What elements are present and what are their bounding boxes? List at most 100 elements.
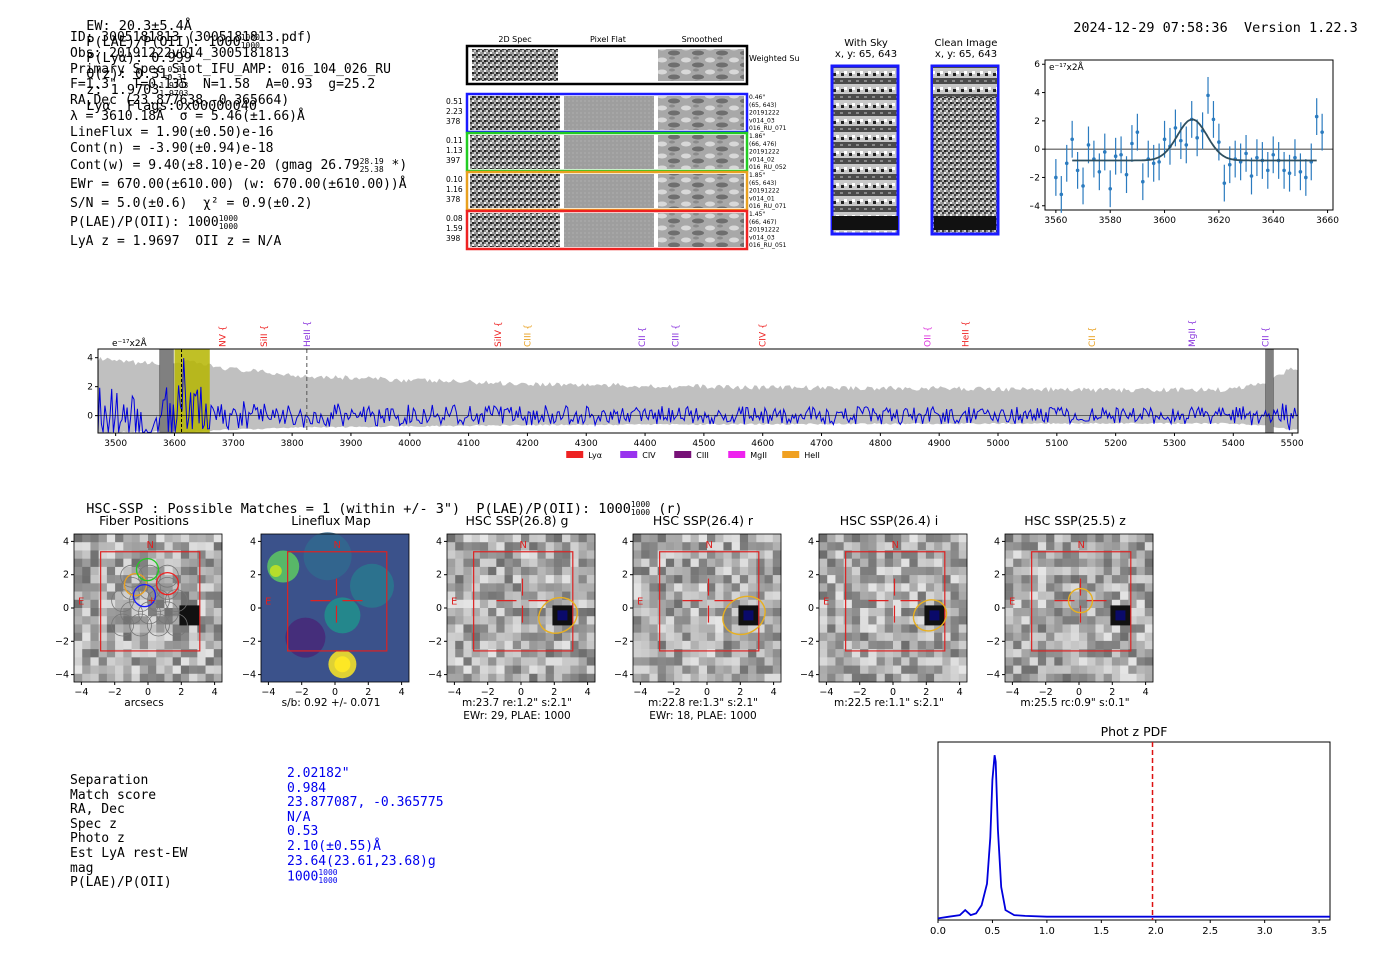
- image-pixel: [901, 640, 910, 650]
- header-plae: P(LAE)/P(OII): 1000: [86, 34, 241, 50]
- image-pixel: [82, 608, 91, 617]
- image-pixel: [205, 624, 215, 633]
- tick-label: 1.5: [1093, 926, 1109, 937]
- image-pixel: [707, 566, 716, 576]
- image-pixel: [1029, 649, 1039, 658]
- image-pixel: [925, 542, 935, 551]
- image-pixel: [707, 583, 716, 592]
- image-pixel: [1037, 649, 1047, 658]
- image-pixel: [529, 591, 538, 601]
- image-pixel: [512, 558, 522, 568]
- image-pixel: [90, 649, 99, 658]
- image-pixel: [1013, 583, 1022, 592]
- image-pixel: [553, 632, 563, 642]
- image-pixel: [1005, 583, 1014, 592]
- image-pixel: [553, 575, 563, 584]
- image-pixel: [1103, 616, 1113, 625]
- image-pixel: [1103, 657, 1113, 666]
- image-pixel: [1128, 566, 1137, 576]
- cutout-pixel-flat: [564, 213, 654, 247]
- image-pixel: [197, 649, 206, 658]
- image-pixel: [488, 616, 497, 625]
- image-pixel: [455, 616, 464, 625]
- image-pixel: [925, 649, 935, 658]
- image-pixel: [682, 632, 691, 642]
- tick-label: −4: [74, 687, 88, 698]
- image-pixel: [1046, 534, 1055, 543]
- image-pixel: [851, 534, 861, 543]
- panel-caption-line: s/b: 0.92 +/- 0.071: [281, 697, 381, 709]
- image-pixel: [707, 616, 716, 625]
- image-pixel: [1062, 575, 1072, 584]
- panel-caption-line: m:22.5 re:1.1" s:2.1": [834, 697, 944, 709]
- image-pixel: [1095, 624, 1104, 633]
- image-pixel: [674, 657, 683, 666]
- image-pixel: [925, 640, 935, 650]
- image-pixel: [521, 575, 530, 584]
- image-pixel: [884, 665, 894, 675]
- image-pixel: [139, 599, 149, 609]
- image-pixel: [843, 649, 853, 658]
- image-pixel: [1046, 632, 1055, 642]
- image-pixel: [1070, 583, 1080, 592]
- match-value: 23.64(23.61,23.68)g: [287, 853, 436, 869]
- data-point: [1222, 181, 1227, 185]
- image-pixel: [1128, 575, 1137, 584]
- image-pixel: [98, 566, 108, 576]
- image-pixel: [1095, 640, 1104, 650]
- panel-caption: arcsecs: [58, 697, 230, 710]
- image-pixel: [578, 608, 588, 617]
- image-pixel: [1070, 550, 1080, 559]
- image-pixel: [537, 542, 546, 551]
- image-pixel: [82, 534, 91, 543]
- image-pixel: [950, 673, 960, 683]
- image-pixel: [90, 558, 99, 568]
- image-pixel: [123, 566, 132, 576]
- image-pixel: [553, 624, 563, 633]
- image-pixel: [98, 542, 108, 551]
- tick-label: 2: [1109, 687, 1115, 698]
- image-pixel: [521, 550, 530, 559]
- aperture-box: [845, 551, 946, 652]
- image-pixel: [115, 575, 124, 584]
- image-pixel: [715, 550, 724, 559]
- image-pixel: [1005, 673, 1014, 683]
- image-pixel: [1087, 558, 1096, 568]
- image-pixel: [1095, 558, 1104, 568]
- image-pixel: [1037, 542, 1047, 551]
- image-pixel: [682, 649, 691, 658]
- cutout-2dspec: [470, 135, 560, 169]
- image-pixel: [479, 640, 489, 650]
- image-pixel: [463, 657, 472, 666]
- image-pixel: [1136, 583, 1146, 592]
- image-pixel: [917, 624, 927, 633]
- image-pixel: [633, 599, 642, 609]
- image-pixel: [1046, 558, 1055, 568]
- image-pixel: [1128, 550, 1137, 559]
- image-pixel: [665, 632, 675, 642]
- cutout-row-right-label: 016_RU_071: [749, 203, 787, 210]
- tick-label: −2: [986, 636, 1000, 647]
- image-pixel: [447, 665, 456, 675]
- image-pixel: [521, 534, 530, 543]
- image-pixel: [139, 608, 149, 617]
- image-pixel: [1070, 632, 1080, 642]
- tick-label: 0.5: [984, 926, 1000, 937]
- image-pixel: [819, 558, 828, 568]
- image-pixel: [1013, 640, 1022, 650]
- image-pixel: [893, 542, 902, 551]
- image-pixel: [884, 550, 894, 559]
- image-pixel: [739, 640, 749, 650]
- emission-line-label: CIII {: [523, 324, 533, 347]
- image-pixel: [189, 591, 198, 601]
- data-point: [1086, 143, 1091, 147]
- image-pixel: [504, 566, 514, 576]
- image-pixel: [884, 542, 894, 551]
- image-pixel: [843, 542, 853, 551]
- compass-e: E: [823, 597, 829, 608]
- image-pixel: [707, 657, 716, 666]
- image-pixel: [958, 649, 968, 658]
- image-pixel: [521, 591, 530, 601]
- image-pixel: [682, 599, 691, 609]
- image-pixel: [917, 550, 927, 559]
